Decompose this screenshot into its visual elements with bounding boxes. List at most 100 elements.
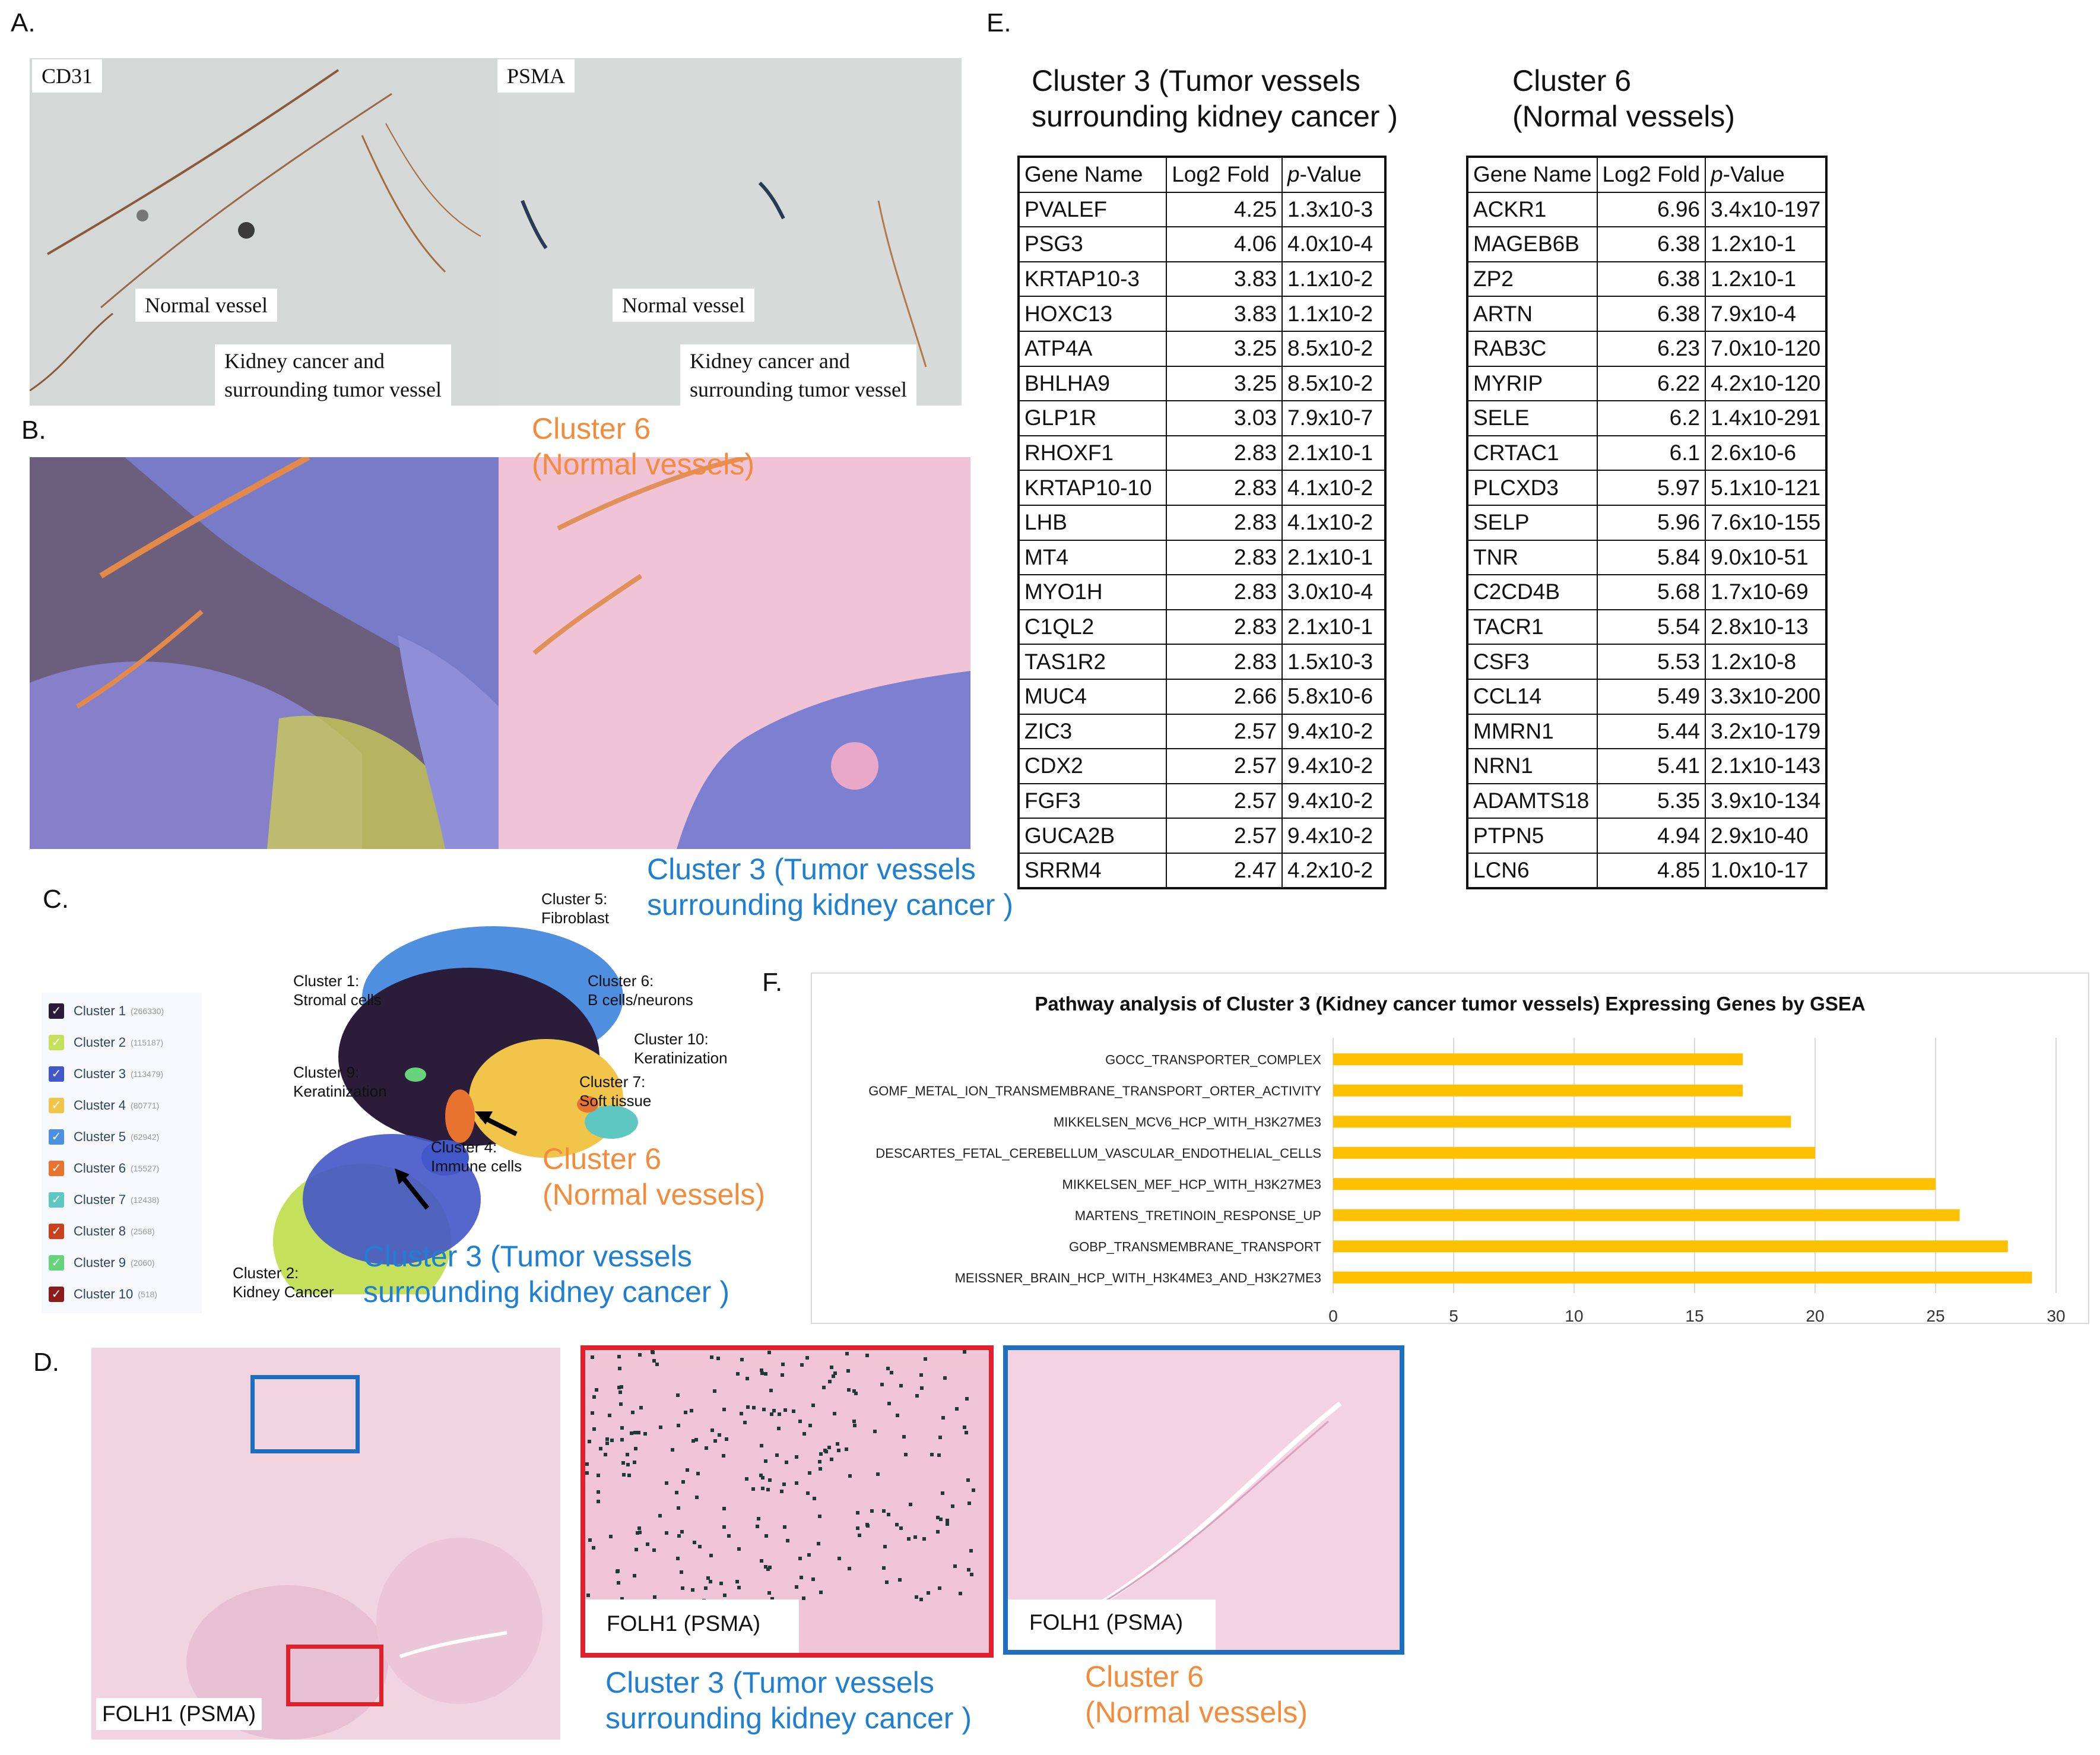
- legend-label: Cluster 3: [74, 1066, 126, 1081]
- gene-name-cell: ZP2: [1467, 261, 1598, 297]
- cluster-overlay-image: [30, 457, 499, 849]
- p-value-cell: 4.0x10-4: [1281, 226, 1386, 262]
- p-value-cell: 4.2x10-2: [1281, 852, 1386, 889]
- p-value-cell: 1.0x10-17: [1705, 852, 1828, 889]
- column-header: p-Value: [1705, 156, 1828, 193]
- cluster6-zoom-label: FOLH1 (PSMA): [1008, 1599, 1216, 1650]
- p-value-cell: 2.9x10-40: [1705, 818, 1828, 854]
- log2-fold-cell: 4.25: [1166, 191, 1283, 228]
- gene-name-cell: C1QL2: [1017, 609, 1168, 645]
- table-row: RAB3C 6.23 7.0x10-120: [1467, 330, 1828, 367]
- table-row: CCL14 5.49 3.3x10-200: [1467, 678, 1828, 715]
- panel-d-cluster3-label: Cluster 3 (Tumor vessels surrounding kid…: [605, 1666, 972, 1735]
- log2-fold-cell: 6.22: [1596, 365, 1706, 402]
- gene-name-cell: GLP1R: [1017, 400, 1168, 436]
- legend-label: Cluster 10: [74, 1286, 134, 1301]
- gene-name-cell: HOXC13: [1017, 296, 1168, 332]
- cd31-tumor-label: Kidney cancer and surrounding tumor vess…: [215, 344, 451, 406]
- p-value-cell: 7.6x10-155: [1705, 504, 1828, 541]
- log2-fold-cell: 3.03: [1166, 400, 1283, 436]
- panel-b-cluster3-label: Cluster 3 (Tumor vessels surrounding kid…: [647, 853, 1013, 921]
- table-row: PLCXD3 5.97 5.1x10-121: [1467, 470, 1828, 506]
- table-row: ARTN 6.38 7.9x10-4: [1467, 296, 1828, 332]
- gene-name-cell: SELP: [1467, 504, 1598, 541]
- p-value-cell: 8.5x10-2: [1281, 365, 1386, 402]
- panel-b-cluster6-label: Cluster 6 (Normal vessels): [532, 412, 755, 481]
- log2-fold-cell: 3.83: [1166, 261, 1283, 297]
- umap-label-cluster1: Cluster 1: Stromal cells: [293, 972, 382, 1009]
- log2-fold-cell: 6.23: [1596, 330, 1706, 367]
- gene-name-cell: SRRM4: [1017, 852, 1168, 889]
- umap-label-cluster9: Cluster 9: Keratinization: [293, 1063, 387, 1100]
- gene-name-cell: MAGEB6B: [1467, 226, 1598, 262]
- log2-fold-cell: 2.57: [1166, 783, 1283, 819]
- legend-item: ✓ Cluster 6 (15527): [49, 1152, 195, 1184]
- gene-name-cell: PSG3: [1017, 226, 1168, 262]
- checkbox-icon[interactable]: ✓: [49, 1255, 64, 1271]
- table-row: RHOXF1 2.83 2.1x10-1: [1017, 435, 1386, 471]
- p-value-cell: 4.1x10-2: [1281, 470, 1386, 506]
- checkbox-icon[interactable]: ✓: [49, 1003, 64, 1019]
- p-value-cell: 3.2x10-179: [1705, 713, 1828, 750]
- log2-fold-cell: 4.85: [1596, 852, 1706, 889]
- column-header: Gene Name: [1017, 156, 1168, 193]
- log2-fold-cell: 5.41: [1596, 748, 1706, 784]
- column-header: Log2 Fold: [1596, 156, 1706, 193]
- legend-count: (80771): [131, 1100, 160, 1110]
- legend-item: ✓ Cluster 8 (2568): [49, 1215, 195, 1247]
- log2-fold-cell: 3.83: [1166, 296, 1283, 332]
- category-label: GOBP_TRANSMEMBRANE_TRANSPORT: [1069, 1239, 1321, 1254]
- umap-label-cluster4: Cluster 4: Immune cells: [431, 1138, 522, 1175]
- cluster-legend: ✓ Cluster 1 (266330) ✓ Cluster 2 (115187) ✓ Clu…: [42, 993, 202, 1313]
- p-value-cell: 9.4x10-2: [1281, 783, 1386, 819]
- gene-name-cell: GUCA2B: [1017, 818, 1168, 854]
- checkbox-icon[interactable]: ✓: [49, 1097, 64, 1113]
- bar: [1333, 1084, 1743, 1097]
- p-value-cell: 9.4x10-2: [1281, 818, 1386, 854]
- p-value-cell: 1.5x10-3: [1281, 644, 1386, 680]
- umap-label-cluster7: Cluster 7: Soft tissue: [579, 1073, 652, 1110]
- table-row: PTPN5 4.94 2.9x10-40: [1467, 818, 1828, 854]
- log2-fold-cell: 6.2: [1596, 400, 1706, 436]
- cluster3-table-title: Cluster 3 (Tumor vessels surrounding kid…: [1032, 64, 1398, 133]
- p-value-cell: 1.2x10-1: [1705, 261, 1828, 297]
- p-value-cell: 2.8x10-13: [1705, 609, 1828, 645]
- p-value-cell: 9.4x10-2: [1281, 748, 1386, 784]
- overview-cluster6-box: [250, 1375, 360, 1453]
- checkbox-icon[interactable]: ✓: [49, 1129, 64, 1145]
- checkbox-icon[interactable]: ✓: [49, 1034, 64, 1050]
- category-label: MARTENS_TRETINOIN_RESPONSE_UP: [1075, 1208, 1321, 1223]
- x-tick-label: 5: [1449, 1307, 1458, 1323]
- cluster6-gene-table: Gene Name Log2 Fold p-Value ACKR1 6.96 3.4x10…: [1466, 156, 1828, 890]
- gene-name-cell: ADAMTS18: [1467, 783, 1598, 819]
- checkbox-icon[interactable]: ✓: [49, 1223, 64, 1239]
- x-tick-label: 20: [1806, 1307, 1824, 1323]
- gene-name-cell: LCN6: [1467, 852, 1598, 889]
- checkbox-icon[interactable]: ✓: [49, 1066, 64, 1082]
- folh1-overview-label: FOLH1 (PSMA): [96, 1698, 262, 1730]
- x-tick-label: 15: [1685, 1307, 1704, 1323]
- gene-name-cell: BHLHA9: [1017, 365, 1168, 402]
- p-value-cell: 8.5x10-2: [1281, 330, 1386, 367]
- checkbox-icon[interactable]: ✓: [49, 1160, 64, 1176]
- checkbox-icon[interactable]: ✓: [49, 1192, 64, 1208]
- table-row: MMRN1 5.44 3.2x10-179: [1467, 713, 1828, 750]
- overview-cluster3-box: [286, 1645, 383, 1706]
- table-row: MAGEB6B 6.38 1.2x10-1: [1467, 226, 1828, 262]
- checkbox-icon[interactable]: ✓: [49, 1286, 64, 1302]
- legend-item: ✓ Cluster 1 (266330): [49, 995, 195, 1027]
- bar: [1333, 1053, 1743, 1066]
- p-value-cell: 1.7x10-69: [1705, 574, 1828, 610]
- log2-fold-cell: 5.96: [1596, 504, 1706, 541]
- gene-name-cell: RAB3C: [1467, 330, 1598, 367]
- panel-c-cluster6-label: Cluster 6 (Normal vessels): [543, 1142, 766, 1211]
- gene-name-cell: PTPN5: [1467, 818, 1598, 854]
- umap-label-cluster2: Cluster 2: Kidney Cancer: [233, 1264, 334, 1301]
- log2-fold-cell: 6.38: [1596, 296, 1706, 332]
- log2-fold-cell: 3.25: [1166, 365, 1283, 402]
- cluster3-zoom-label: FOLH1 (PSMA): [585, 1599, 799, 1653]
- legend-label: Cluster 1: [74, 1003, 126, 1018]
- log2-fold-cell: 6.38: [1596, 226, 1706, 262]
- panel-f-label: F.: [762, 968, 783, 997]
- log2-fold-cell: 2.83: [1166, 435, 1283, 471]
